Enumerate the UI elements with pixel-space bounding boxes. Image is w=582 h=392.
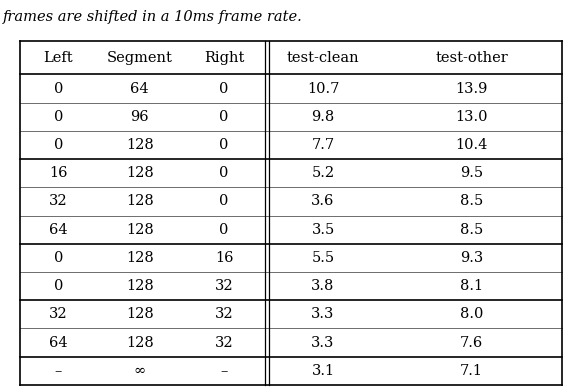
Text: 8.1: 8.1 [460, 279, 483, 293]
Text: 3.1: 3.1 [311, 364, 335, 378]
Text: test-clean: test-clean [287, 51, 359, 65]
Text: frames are shifted in a 10ms frame rate.: frames are shifted in a 10ms frame rate. [3, 10, 303, 24]
Text: –: – [221, 364, 228, 378]
Text: 13.0: 13.0 [455, 110, 488, 124]
Text: 32: 32 [49, 194, 68, 209]
Text: 8.5: 8.5 [460, 223, 483, 237]
Text: 64: 64 [49, 336, 68, 350]
Text: 0: 0 [54, 110, 63, 124]
Text: 0: 0 [219, 223, 229, 237]
Text: 0: 0 [219, 194, 229, 209]
Text: 5.5: 5.5 [311, 251, 335, 265]
Text: 0: 0 [219, 82, 229, 96]
Text: 8.0: 8.0 [460, 307, 483, 321]
Text: 9.5: 9.5 [460, 166, 483, 180]
Text: 128: 128 [126, 307, 154, 321]
Text: 0: 0 [219, 166, 229, 180]
Text: ∞: ∞ [134, 364, 146, 378]
Text: 128: 128 [126, 223, 154, 237]
Text: 32: 32 [215, 307, 233, 321]
Text: 3.5: 3.5 [311, 223, 335, 237]
Text: 32: 32 [215, 336, 233, 350]
Text: 13.9: 13.9 [455, 82, 488, 96]
Text: –: – [55, 364, 62, 378]
Text: 5.2: 5.2 [311, 166, 335, 180]
Text: 3.3: 3.3 [311, 307, 335, 321]
Text: 0: 0 [54, 82, 63, 96]
Text: 16: 16 [215, 251, 233, 265]
Text: 128: 128 [126, 138, 154, 152]
Text: 128: 128 [126, 251, 154, 265]
Text: 10.7: 10.7 [307, 82, 339, 96]
Text: 3.8: 3.8 [311, 279, 335, 293]
Text: 128: 128 [126, 336, 154, 350]
Text: 0: 0 [54, 251, 63, 265]
Text: 128: 128 [126, 279, 154, 293]
Text: Segment: Segment [107, 51, 173, 65]
Text: 0: 0 [54, 138, 63, 152]
Text: 7.7: 7.7 [311, 138, 335, 152]
Text: test-other: test-other [435, 51, 508, 65]
Text: 0: 0 [54, 279, 63, 293]
Text: 128: 128 [126, 194, 154, 209]
Text: 128: 128 [126, 166, 154, 180]
Text: 0: 0 [219, 138, 229, 152]
Text: 16: 16 [49, 166, 68, 180]
Text: 7.6: 7.6 [460, 336, 483, 350]
Text: 0: 0 [219, 110, 229, 124]
Text: 7.1: 7.1 [460, 364, 483, 378]
Text: Right: Right [204, 51, 244, 65]
Text: 9.3: 9.3 [460, 251, 483, 265]
Text: 64: 64 [130, 82, 149, 96]
Text: 3.3: 3.3 [311, 336, 335, 350]
Text: 96: 96 [130, 110, 149, 124]
Text: 64: 64 [49, 223, 68, 237]
Text: Left: Left [44, 51, 73, 65]
Text: 32: 32 [49, 307, 68, 321]
Text: 8.5: 8.5 [460, 194, 483, 209]
Text: 10.4: 10.4 [455, 138, 488, 152]
Text: 32: 32 [215, 279, 233, 293]
Text: 9.8: 9.8 [311, 110, 335, 124]
Text: 3.6: 3.6 [311, 194, 335, 209]
